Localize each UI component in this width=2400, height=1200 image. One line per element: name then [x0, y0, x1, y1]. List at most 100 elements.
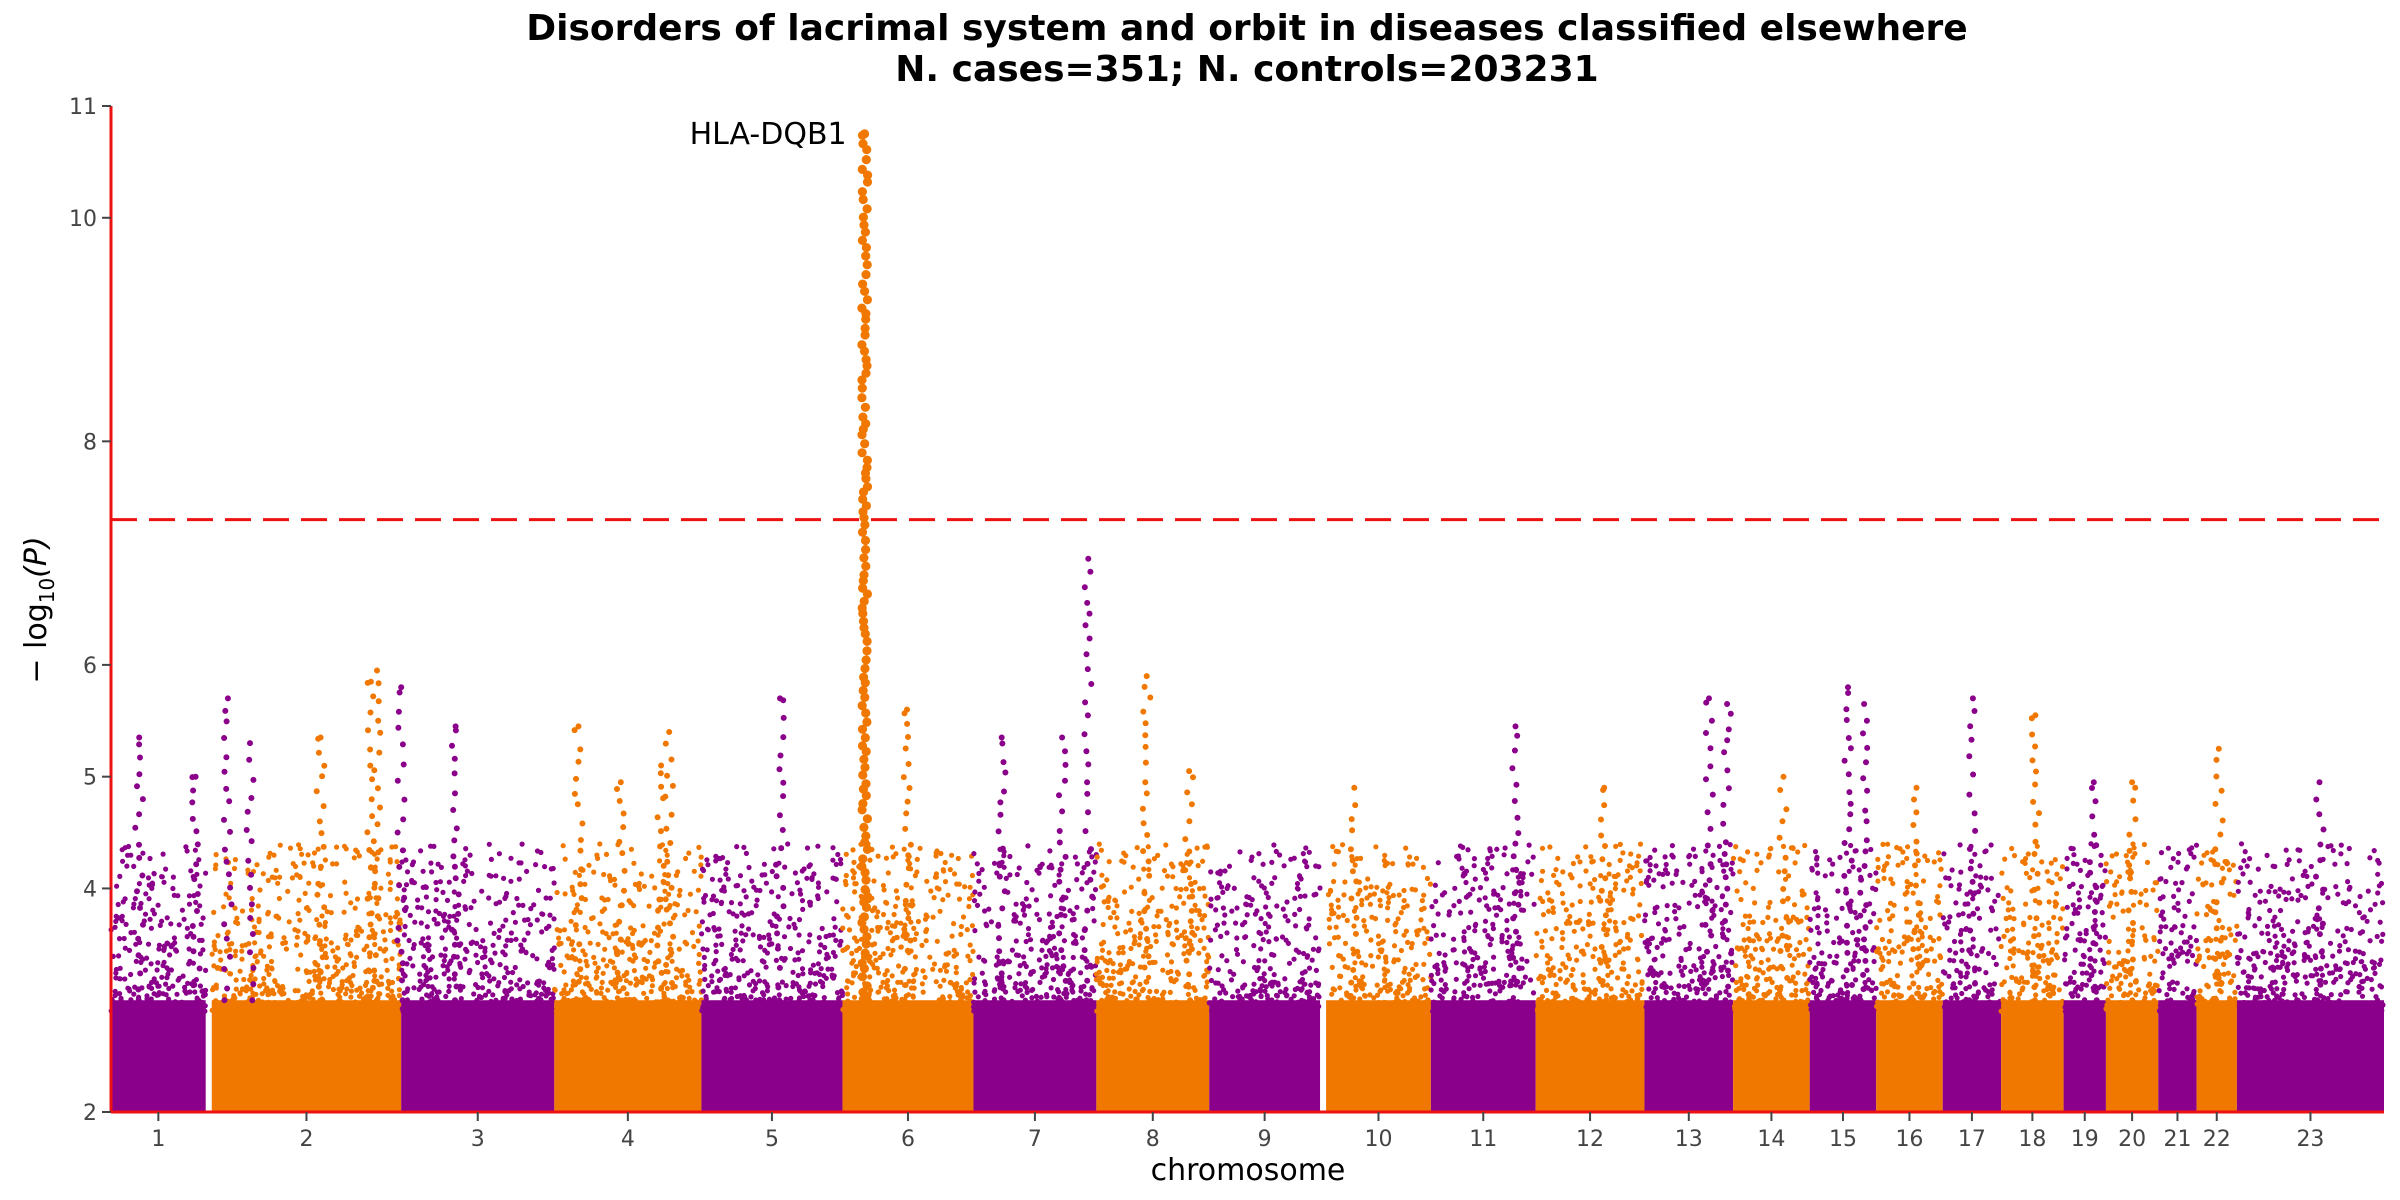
- chromosome-21-scatter: [2156, 842, 2200, 1015]
- x-tick-label-chr9: 9: [1258, 1127, 1272, 1152]
- peak-chr3-7: [394, 684, 408, 1004]
- y-tick-label: 10: [69, 207, 97, 232]
- chromosome-19-points: [2062, 841, 2109, 1112]
- peak-chr1-3: [243, 740, 257, 1004]
- chromosome-5-base: [701, 1000, 843, 1112]
- peak-chr15-28: [1857, 701, 1871, 1004]
- x-axis: 1 2 3 4 5 6 7 8 9 10 11 12 13 14 15 16 17 18 19 20 21 22 23: [111, 1110, 2384, 1152]
- peak-chr13-24: [1702, 695, 1716, 1004]
- y-axis-label: − log10(P): [19, 536, 59, 683]
- peak-chr22-34: [2212, 745, 2226, 1004]
- annotations: HLA-DQB1: [690, 117, 847, 152]
- peak-chr1-0: [132, 734, 146, 1004]
- peak-chr16-29: [1909, 784, 1922, 1004]
- x-tick-label-chr13: 13: [1675, 1127, 1703, 1152]
- chromosome-19-scatter: [2062, 841, 2109, 1015]
- peak-chr3-8: [449, 723, 462, 1004]
- x-tick-label-chr12: 12: [1576, 1127, 1604, 1152]
- peak-chr6-14: [857, 129, 873, 1005]
- chart-subtitle: N. cases=351; N. controls=203231: [895, 49, 1598, 90]
- peak-chr8-20: [1182, 768, 1196, 1004]
- chromosome-22-base: [2196, 1000, 2237, 1112]
- x-tick-label-chr23: 23: [2296, 1127, 2324, 1152]
- chromosome-6-base: [842, 1000, 974, 1112]
- chromosome-14-points: [1730, 842, 1813, 1112]
- chromosome-10-points: [1325, 842, 1434, 1112]
- y-tick-label: 8: [83, 430, 97, 455]
- chromosome-14-base: [1733, 1000, 1810, 1112]
- chromosome-18-points: [1998, 843, 2066, 1112]
- x-tick-label-chr4: 4: [621, 1127, 635, 1152]
- chromosome-21-points: [2156, 842, 2200, 1112]
- peak-chr10-21: [1347, 784, 1361, 1004]
- chromosome-13-base: [1644, 1000, 1734, 1112]
- x-tick-label-chr5: 5: [765, 1127, 779, 1152]
- chromosome-7-scatter: [971, 843, 1099, 1015]
- peak-chr12-23: [1597, 784, 1610, 1004]
- chromosome-8-base: [1096, 1000, 1210, 1112]
- peak-chr2-6: [370, 667, 384, 1004]
- peak-chr13-25: [1720, 701, 1735, 1004]
- chromosome-21-base: [2158, 1000, 2197, 1112]
- peak-chr5-13: [773, 695, 787, 1004]
- chromosome-23-scatter: [2234, 841, 2386, 1015]
- chromosome-1-points: [108, 843, 209, 1112]
- peak-chr6-15: [900, 706, 914, 1004]
- chromosome-14-scatter: [1730, 842, 1813, 1015]
- x-tick-label-chr19: 19: [2071, 1127, 2099, 1152]
- chromosome-3-scatter: [399, 841, 557, 1015]
- chromosome-19-base: [2063, 1000, 2106, 1112]
- chromosome-16-base: [1876, 1000, 1943, 1112]
- chromosome-8-points: [1093, 841, 1212, 1112]
- peak-chr17-30: [1966, 695, 1979, 1004]
- data-points: [108, 129, 2386, 1112]
- y-tick-label: 4: [83, 877, 97, 902]
- chromosome-23-base: [2236, 1000, 2384, 1112]
- chromosome-5-points: [699, 841, 845, 1112]
- chromosome-10-base: [1326, 1000, 1431, 1112]
- x-tick-label-chr21: 21: [2163, 1127, 2191, 1152]
- chromosome-20-base: [2105, 1000, 2159, 1112]
- peak-chr14-26: [1776, 773, 1791, 1004]
- x-tick-label-chr8: 8: [1146, 1127, 1160, 1152]
- chromosome-12-scatter: [1533, 841, 1646, 1015]
- x-tick-label-chr15: 15: [1829, 1127, 1857, 1152]
- chromosome-3-base: [401, 1000, 555, 1112]
- chromosome-11-base: [1430, 1000, 1536, 1112]
- x-axis-label: chromosome: [1151, 1153, 1346, 1188]
- chromosome-7-base: [973, 1000, 1097, 1112]
- x-tick-label-chr10: 10: [1364, 1127, 1392, 1152]
- chromosome-9-points: [1206, 842, 1323, 1112]
- chromosome-6-points: [840, 841, 976, 1112]
- chromosome-11-scatter: [1428, 842, 1539, 1015]
- chromosome-5-scatter: [699, 841, 845, 1014]
- peak-chr7-18: [1056, 734, 1069, 1004]
- chromosome-12-points: [1533, 841, 1646, 1112]
- chromosome-17-base: [1942, 1000, 2002, 1112]
- peak-points: [132, 129, 2327, 1005]
- peak-chr2-4: [313, 734, 328, 1004]
- x-tick-label-chr14: 14: [1757, 1127, 1785, 1152]
- chromosome-8-scatter: [1093, 841, 1212, 1015]
- y-axis-label-tail: (P): [19, 536, 54, 578]
- chromosome-18-scatter: [1998, 843, 2066, 1015]
- x-tick-label-chr18: 18: [2018, 1127, 2046, 1152]
- chromosome-4-scatter: [552, 841, 704, 1014]
- x-tick-label-chr11: 11: [1469, 1127, 1497, 1152]
- chromosome-12-base: [1535, 1000, 1645, 1112]
- chromosome-15-base: [1809, 1000, 1877, 1112]
- peak-chr8-19: [1139, 673, 1154, 1004]
- y-tick-label: 5: [83, 766, 97, 791]
- x-tick-label-chr16: 16: [1895, 1127, 1923, 1152]
- x-tick-label-chr6: 6: [901, 1127, 915, 1152]
- chromosome-9-base: [1209, 1000, 1321, 1112]
- chromosome-9-scatter: [1206, 842, 1323, 1015]
- y-axis: 2 4 5 6 8 10 11: [69, 95, 113, 1126]
- chromosome-3-points: [399, 841, 557, 1112]
- chromosome-17-points: [1940, 842, 2003, 1112]
- chromosome-15-points: [1807, 842, 1879, 1112]
- chromosome-4-points: [552, 841, 704, 1112]
- peak-chr4-11: [654, 762, 668, 1004]
- x-tick-label-chr17: 17: [1958, 1127, 1986, 1152]
